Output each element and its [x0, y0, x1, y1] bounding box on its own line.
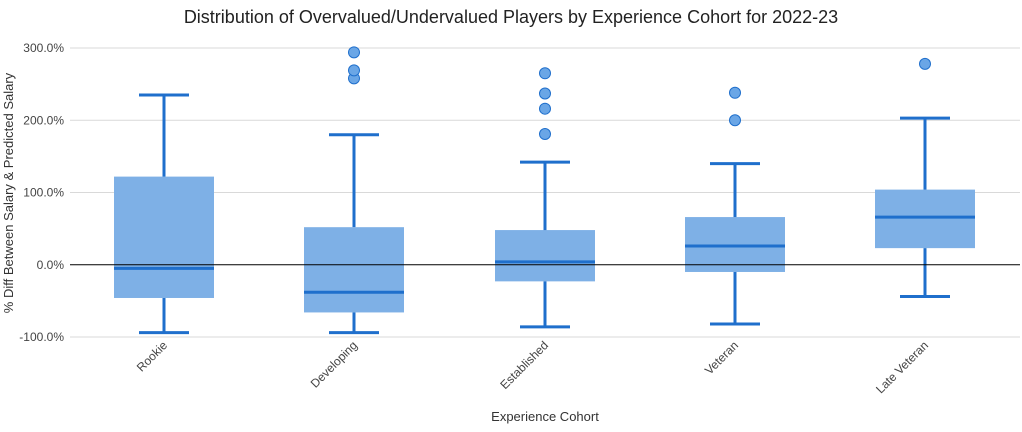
y-axis-ticks: -100.0% 0.0% 100.0% 200.0% 300.0%	[19, 41, 64, 344]
boxes-layer	[70, 46, 1020, 335]
x-tick-label: Developing	[308, 338, 360, 390]
y-tick-label: 300.0%	[23, 41, 64, 55]
outlier-point	[729, 114, 741, 127]
outlier-point	[348, 46, 360, 59]
outlier-point	[539, 102, 551, 115]
chart-title: Distribution of Overvalued/Undervalued P…	[184, 7, 838, 27]
outlier-point	[919, 57, 931, 70]
iqr-box	[875, 189, 975, 249]
box-veteran	[685, 86, 785, 326]
x-tick-label: Established	[497, 338, 551, 392]
iqr-box	[114, 176, 214, 298]
grid-layer	[70, 47, 1020, 338]
y-tick-label: 0.0%	[37, 258, 65, 272]
y-tick-label: 200.0%	[23, 113, 64, 127]
box-developing	[304, 46, 404, 335]
box-established	[495, 67, 595, 329]
x-axis-title: Experience Cohort	[491, 409, 599, 424]
outlier-point	[539, 127, 551, 140]
box-rookie	[114, 93, 214, 335]
y-tick-label: 100.0%	[23, 186, 64, 200]
outlier-point	[729, 86, 741, 99]
x-tick-label: Late Veteran	[873, 338, 931, 396]
outlier-point	[539, 87, 551, 100]
y-axis-title: % Diff Between Salary & Predicted Salary	[1, 72, 16, 313]
y-tick-label: -100.0%	[19, 330, 64, 344]
iqr-box	[304, 227, 404, 313]
outlier-point	[539, 67, 551, 80]
x-tick-label: Veteran	[702, 338, 741, 377]
x-tick-label: Rookie	[134, 338, 171, 375]
iqr-box	[495, 230, 595, 282]
x-axis-ticks: Rookie Developing Established Veteran Late V…	[134, 338, 931, 396]
outlier-point	[348, 64, 360, 77]
box-late-veteran	[875, 57, 975, 299]
